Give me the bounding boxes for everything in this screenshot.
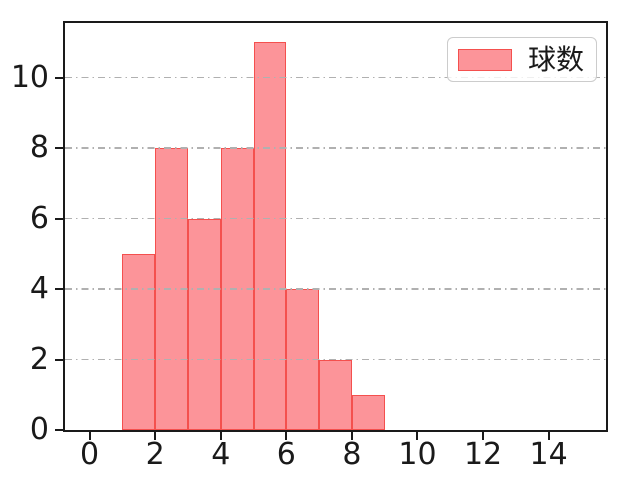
x-tick-label: 4 — [211, 437, 231, 472]
x-tick-label: 2 — [145, 437, 165, 472]
x-tick-label: 10 — [398, 437, 437, 472]
gridline — [65, 217, 606, 220]
y-tick — [55, 76, 63, 79]
x-tick-label: 12 — [463, 437, 503, 472]
x-tick — [154, 432, 157, 440]
y-tick-label: 0 — [29, 412, 49, 447]
gridline — [65, 288, 606, 290]
x-tick — [482, 432, 485, 440]
x-tick — [88, 432, 91, 440]
legend-swatch-icon — [458, 48, 512, 71]
x-tick — [285, 432, 288, 440]
y-tick — [55, 147, 63, 150]
x-tick — [350, 432, 353, 440]
y-tick-label: 2 — [29, 341, 49, 377]
y-tick-label: 8 — [29, 130, 49, 166]
y-tick-label: 6 — [29, 200, 49, 236]
x-tick — [547, 432, 550, 440]
y-tick — [55, 429, 63, 431]
x-tick — [416, 432, 419, 440]
gridline — [65, 358, 606, 361]
y-tick-label: 4 — [29, 271, 49, 307]
legend-label: 球数 — [528, 42, 585, 76]
plot-area: 球数 — [63, 21, 608, 432]
x-tick-label: 14 — [529, 437, 568, 472]
y-tick-label: 10 — [10, 59, 49, 95]
y-tick — [55, 217, 63, 220]
histogram-bar — [187, 218, 221, 430]
histogram-bar — [351, 394, 385, 430]
y-tick — [55, 288, 63, 291]
x-tick-label: 8 — [342, 437, 362, 472]
gridline — [65, 147, 606, 149]
histogram-bar — [253, 42, 287, 430]
x-tick-label: 0 — [80, 437, 100, 472]
x-tick — [219, 432, 222, 440]
histogram-bar — [319, 359, 352, 430]
gridline — [65, 76, 606, 79]
x-tick-label: 6 — [276, 437, 296, 472]
legend: 球数 — [447, 37, 597, 82]
y-tick — [55, 358, 63, 361]
histogram-bar — [122, 253, 156, 430]
